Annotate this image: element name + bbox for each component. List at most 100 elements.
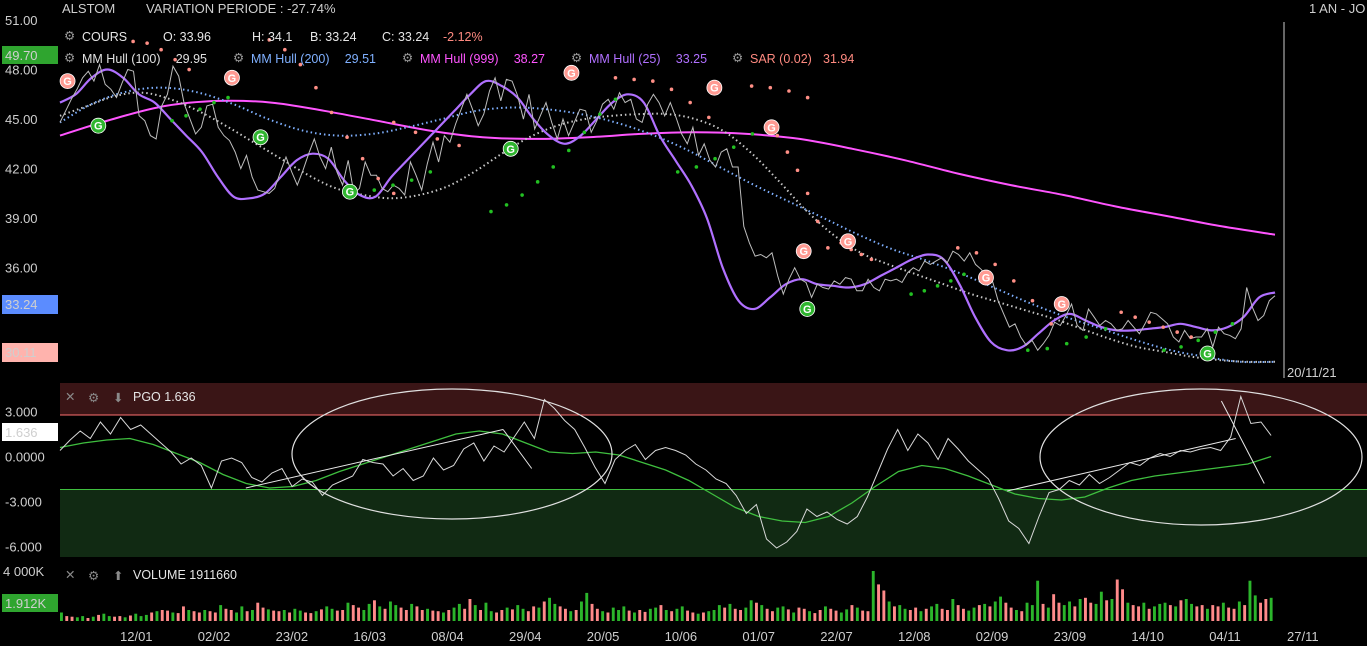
sar-dot: [298, 62, 303, 67]
volume-bar: [511, 609, 514, 621]
overlay-legend-label: SAR (0.02): [750, 52, 812, 66]
sar-dot: [1196, 338, 1200, 343]
volume-bar: [1020, 611, 1024, 621]
volume-bar: [1052, 594, 1056, 621]
buy-signal-marker: G: [341, 183, 358, 200]
sar-dot: [173, 57, 177, 62]
volume-bar: [1147, 608, 1151, 621]
cours-low: B: 33.24: [310, 30, 357, 44]
volume-bar: [845, 609, 849, 621]
volume-bar: [107, 616, 111, 621]
volume-bar: [924, 608, 928, 621]
volume-bar: [1227, 607, 1231, 621]
period-button[interactable]: 1 AN - JO: [1309, 1, 1365, 16]
volume-bar: [341, 610, 345, 621]
sar-dot: [329, 110, 334, 115]
sell-signal-marker: G: [1053, 296, 1070, 312]
sar-dot: [1030, 298, 1035, 303]
volume-bar: [224, 608, 228, 621]
volume-bar: [129, 615, 132, 621]
volume-bar: [606, 612, 610, 621]
pgo-trendline: [502, 429, 533, 469]
signal-circle: [252, 129, 269, 146]
volume-bar: [144, 614, 148, 621]
volume-bar: [675, 608, 679, 621]
volume-bar: [983, 603, 987, 621]
volume-bar: [1030, 605, 1034, 621]
sar-dot: [707, 115, 711, 120]
gear-icon: ⚙: [64, 51, 75, 65]
volume-bar: [1253, 595, 1257, 621]
volume-bar: [707, 611, 711, 621]
signal-circle: [706, 79, 723, 96]
cours-close: C: 33.24: [382, 30, 429, 44]
sar-dot: [787, 89, 791, 93]
volume-bar: [251, 610, 254, 621]
x-tick-label: 12/08: [898, 629, 931, 644]
sar-dot: [198, 107, 202, 111]
volume-bar: [431, 610, 435, 621]
volume-bar: [1110, 599, 1114, 621]
volume-bar: [320, 609, 323, 621]
sar-dot: [613, 97, 618, 102]
sar-dot: [582, 130, 587, 135]
volume-bar: [70, 616, 74, 621]
volume-bar: [834, 610, 838, 621]
arrow-up-icon[interactable]: ⬆: [113, 569, 123, 583]
cours-high: H: 34.1: [252, 30, 292, 44]
volume-bar: [256, 602, 260, 621]
volume-bar: [261, 607, 265, 621]
sar-dot: [1103, 326, 1108, 331]
volume-bar: [1158, 603, 1162, 621]
signal-label: G: [710, 83, 719, 95]
arrow-down-icon[interactable]: ⬇: [113, 391, 123, 405]
sar-dot: [669, 87, 674, 92]
volume-bar: [335, 610, 339, 621]
volume-bar: [1073, 606, 1077, 621]
volume-bar: [1168, 605, 1172, 621]
gear-icon[interactable]: ⚙: [88, 391, 99, 405]
volume-bar: [643, 611, 647, 621]
volume-bar: [1190, 603, 1193, 621]
volume-bar: [877, 584, 880, 621]
overlay-legend-value: 29.95: [176, 52, 207, 66]
sar-dot: [372, 188, 377, 192]
close-icon[interactable]: ✕: [65, 568, 75, 582]
volume-bar: [908, 610, 912, 621]
volume-bar: [60, 612, 63, 621]
volume-bar: [197, 612, 201, 621]
x-tick-label: 22/07: [820, 629, 853, 644]
signal-label: G: [63, 76, 72, 88]
sar-dot: [859, 252, 864, 257]
volume-bar: [484, 602, 488, 621]
volume-bar: [325, 606, 329, 621]
sar-dot: [489, 209, 493, 214]
volume-bar: [882, 590, 886, 621]
gear-icon[interactable]: ⚙: [64, 29, 75, 43]
volume-bar: [86, 618, 90, 621]
volume-bar: [930, 606, 933, 621]
sar-dot: [869, 257, 874, 262]
volume-bar: [314, 611, 318, 621]
volume-bar: [457, 603, 461, 621]
x-tick-label: 29/04: [509, 629, 542, 644]
sell-signal-marker: G: [840, 233, 856, 250]
volume-bar: [288, 612, 291, 621]
volume-bar: [1137, 606, 1140, 621]
volume-bar: [993, 601, 997, 621]
volume-bar: [166, 610, 169, 621]
cours-line: [59, 62, 1276, 352]
volume-bar: [521, 608, 525, 621]
sar-dot: [1049, 322, 1053, 326]
mm-hull-25-line: [59, 68, 1276, 352]
volume-bar: [1153, 606, 1156, 621]
volume-value-text: 1.912K: [5, 596, 47, 611]
volume-bar: [399, 607, 403, 621]
volume-bar: [1025, 602, 1029, 621]
sar-dot: [694, 165, 699, 169]
gear-icon[interactable]: ⚙: [88, 569, 99, 583]
pgo-indicator: [59, 388, 1363, 549]
signal-circle: [840, 233, 856, 250]
sar-dot: [632, 77, 636, 82]
close-icon[interactable]: ✕: [65, 390, 75, 404]
